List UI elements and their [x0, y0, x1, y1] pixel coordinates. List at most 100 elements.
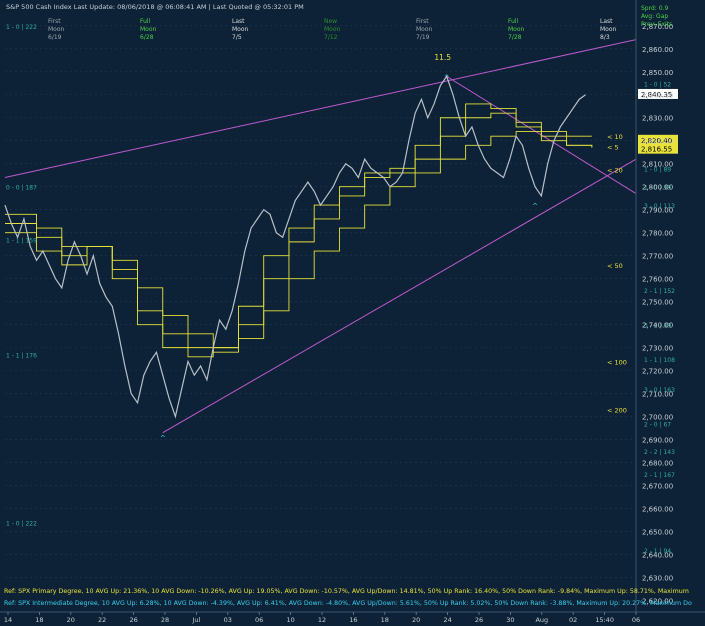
ma-label: < 200 — [607, 407, 627, 415]
x-tick-label: 15:40 — [595, 616, 614, 624]
x-tick-label: 20 — [412, 616, 420, 624]
header-right-line: Sprd: 0.9 — [641, 5, 668, 12]
moon-phase-moon: Moon — [140, 26, 157, 33]
moon-phase-moon: Moon — [416, 26, 433, 33]
ma-label: < 10 — [607, 133, 623, 141]
cycle-label-right: 3 - 2 | 89 — [644, 323, 671, 330]
cycle-label-right: 2 - 1 | 152 — [644, 288, 675, 295]
x-tick-label: 18 — [381, 616, 389, 624]
moving-average-layer — [5, 103, 593, 358]
price-layer — [4, 75, 586, 419]
cycle-label-left: 1 - 1 | 159 — [6, 238, 37, 245]
y-tick-label: 2,620.00 — [642, 598, 673, 606]
x-tick-label: 18 — [35, 616, 43, 624]
cycle-label-right: 1 - 0 | 99 — [644, 185, 671, 192]
cycle-label-right: 3 - 0 | 163 — [644, 387, 675, 394]
header-title: S&P 500 Cash Index Last Update: 08/06/20… — [6, 3, 304, 11]
x-tick-label: 14 — [4, 616, 12, 624]
label-layer: 11.5 1 - 0 | 222 0 - 0 | 187 1 - 1 | 159 1 -… — [6, 24, 678, 555]
moon-phase-name: First — [48, 18, 61, 25]
y-tick-label: 2,650.00 — [642, 529, 673, 537]
x-tick-label: 22 — [98, 616, 106, 624]
header-right-line: Prev: Exits — [641, 21, 672, 28]
y-tick-label: 2,670.00 — [642, 483, 673, 491]
y-tick-label: 2,760.00 — [642, 276, 673, 284]
moon-phase-moon: Moon — [600, 26, 617, 33]
y-tick-label: 2,630.00 — [642, 575, 673, 583]
header-right-line: Avg: Gap — [641, 13, 668, 20]
moon-phase-moon: Moon — [324, 26, 341, 33]
cycle-label-left: 1 - 0 | 222 — [6, 520, 37, 527]
y-tick-label: 2,830.00 — [642, 115, 673, 123]
pivot-marker: ^ — [532, 203, 538, 211]
moon-phase-moon: Moon — [508, 26, 525, 33]
price-tag: 2,840.35 — [638, 88, 678, 99]
moon-phase-date: 7/12 — [324, 34, 338, 41]
moon-phase-name: Last — [600, 18, 613, 25]
moon-phase-name: Last — [232, 18, 245, 25]
peak-label: 11.5 — [434, 53, 451, 62]
trendline-upper — [4, 39, 637, 179]
footer-line-2: Ref: SPX Intermediate Degree, 10 AVG Up:… — [4, 600, 692, 607]
price-line — [4, 75, 586, 419]
y-tick-label: 2,800.00 — [642, 184, 673, 192]
x-tick-label: 16 — [349, 616, 357, 624]
cycle-label-left: 1 - 1 | 176 — [6, 353, 37, 360]
moon-phase-date: 6/19 — [48, 34, 62, 41]
y-tick-label: 2,690.00 — [642, 437, 673, 445]
y-tick-label: 2,770.00 — [642, 253, 673, 261]
moon-phase-date: 8/3 — [600, 34, 610, 41]
cycle-label-right: 1 - 0 | 89 — [644, 166, 671, 173]
x-tick-label: 10 — [286, 616, 294, 624]
header: S&P 500 Cash Index Last Update: 08/06/20… — [6, 3, 672, 41]
y-tick-label: 2,840.00 — [642, 92, 673, 100]
ma-label: < 50 — [607, 262, 623, 270]
cycle-label-right: 2 - 2 | 143 — [644, 449, 675, 456]
ma-label: < 5 — [607, 143, 619, 151]
moon-phase-name: New — [324, 18, 337, 25]
x-tick-label: Aug — [535, 616, 548, 624]
pivot-marker: ^ — [160, 435, 166, 443]
ma-line-20 — [5, 131, 593, 349]
x-tick-label: Jul — [191, 616, 200, 624]
cycle-label-right: 2 - 0 | 67 — [644, 421, 671, 428]
y-axis: 2,870.00 2,860.00 2,850.00 2,840.00 2,830.00… — [635, 0, 673, 612]
x-tick-label: 26 — [475, 616, 483, 624]
cycle-label-left: 0 - 0 | 187 — [6, 185, 37, 192]
y-tick-label: 2,640.00 — [642, 552, 673, 560]
moon-phase-date: 6/28 — [140, 34, 154, 41]
ma-label: < 20 — [607, 166, 623, 174]
y-tick-label: 2,680.00 — [642, 460, 673, 468]
cycle-label-right: 2 - 1 | 94 — [644, 548, 671, 555]
price-tag-text: 2,816.55 — [641, 146, 672, 154]
price-tag-text: 2,840.35 — [641, 91, 672, 99]
price-tag-box — [638, 134, 678, 145]
x-tick-label: 30 — [506, 616, 514, 624]
moon-phase-moon: Moon — [232, 26, 249, 33]
cycle-label-left: 1 - 0 | 222 — [6, 24, 37, 31]
moon-phase-name: Full — [508, 18, 519, 25]
marker-layer: ^ ^ ^ — [160, 74, 538, 443]
y-tick-label: 2,790.00 — [642, 207, 673, 215]
footer: Ref: SPX Primary Degree, 10 AVG Up: 21.3… — [4, 588, 692, 607]
x-tick-label: 06 — [632, 616, 640, 624]
x-tick-label: 26 — [129, 616, 137, 624]
cycle-label-right: 3 - 0 | 113 — [644, 203, 675, 210]
trendline-lower — [162, 158, 637, 434]
moon-phase-name: First — [416, 18, 429, 25]
y-tick-label: 2,710.00 — [642, 391, 673, 399]
moon-phase-name: Full — [140, 18, 151, 25]
cycle-label-right: 1 - 1 | 108 — [644, 357, 675, 364]
cycle-label-right: 1 - 0 | 52 — [644, 81, 671, 88]
y-tick-label: 2,780.00 — [642, 230, 673, 238]
y-tick-label: 2,750.00 — [642, 299, 673, 307]
